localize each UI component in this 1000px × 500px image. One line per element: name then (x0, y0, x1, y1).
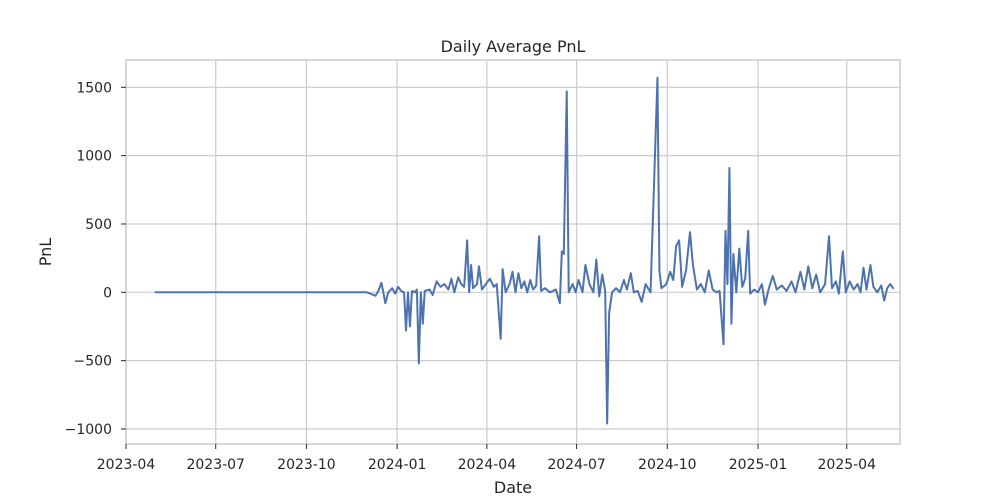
y-axis-label: PnL (36, 238, 55, 267)
y-axis-ticks: 1500 1000 500 0 −500 −1000 (65, 80, 126, 438)
y-tick-label: −500 (74, 354, 112, 370)
y-tick-label: 0 (103, 285, 112, 301)
x-tick-label: 2023-10 (277, 457, 336, 473)
y-tick-label: 500 (85, 217, 112, 233)
series-layer (154, 76, 895, 425)
chart-title: Daily Average PnL (441, 37, 586, 56)
plot-area-frame (125, 59, 901, 445)
x-tick-label: 2024-10 (638, 457, 697, 473)
gridlines (125, 60, 900, 444)
x-tick-label: 2023-04 (97, 457, 156, 473)
x-tick-label: 2025-04 (818, 457, 877, 473)
x-axis-label: Date (494, 478, 532, 497)
series-line-daily-average-pnl (154, 76, 895, 425)
x-axis-ticks: 2023-04 2023-07 2023-10 2024-01 2024-04 2024-… (97, 444, 876, 473)
x-tick-label: 2024-07 (547, 457, 606, 473)
x-tick-label: 2023-07 (186, 457, 245, 473)
x-tick-label: 2024-01 (368, 457, 427, 473)
y-tick-label: −1000 (65, 422, 112, 438)
y-tick-label: 1000 (76, 149, 112, 165)
x-tick-label: 2024-04 (458, 457, 517, 473)
x-tick-label: 2025-01 (729, 457, 788, 473)
y-tick-label: 1500 (76, 80, 112, 96)
